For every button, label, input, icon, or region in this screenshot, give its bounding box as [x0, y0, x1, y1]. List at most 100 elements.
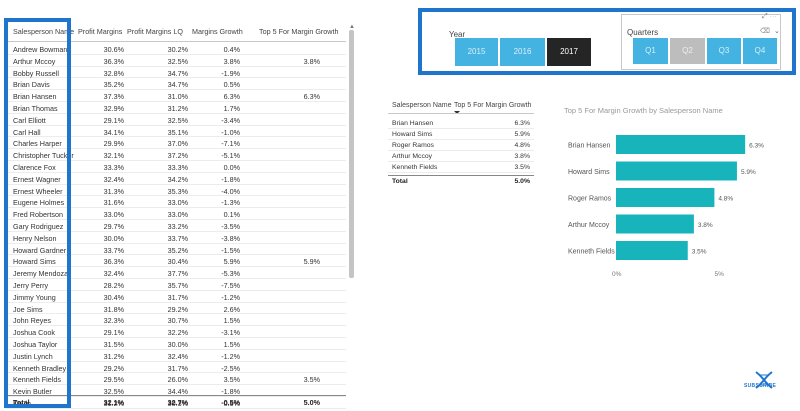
top5-table-row[interactable]: Arthur Mccoy 3.8% [388, 151, 534, 162]
top5-table: Salesperson Name Top 5 For Margin Growth… [388, 100, 534, 190]
cell-profit-margins-lq: 37.0% [167, 139, 188, 149]
cell-margins-growth: 1.5% [223, 316, 240, 326]
table-row[interactable]: Jimmy Young 30.4% 31.7% -1.2% [6, 291, 346, 303]
top5-bar-chart[interactable]: Brian Hansen 6.3% Howard Sims 5.9% Roger Ram… [560, 120, 780, 280]
year-option-2017[interactable]: 2017 [547, 38, 591, 66]
cell-profit-margins: 29.1% [103, 115, 124, 125]
table-row[interactable]: John Reyes 32.3% 30.7% 1.5% [6, 314, 346, 327]
table-row[interactable]: Howard Sims 36.3% 30.4% 5.9% 5.9% [6, 255, 346, 268]
top5-header-salesperson[interactable]: Salesperson Name [392, 102, 452, 109]
table-row[interactable]: Eugene Holmes 31.6% 33.0% -1.3% [6, 196, 346, 209]
cell-profit-margins: 36.3% [103, 56, 124, 66]
scroll-up-icon[interactable]: ▲ [349, 24, 355, 30]
table-row[interactable]: Arthur Mccoy 36.3% 32.5% 3.8% 3.8% [6, 55, 346, 67]
table-row[interactable]: Brian Thomas 32.9% 31.2% 1.7% [6, 102, 346, 114]
table-row[interactable]: Brian Davis 35.2% 34.7% 0.5% [6, 78, 346, 91]
table-row[interactable]: Justin Lynch 31.2% 32.4% -1.2% [6, 350, 346, 362]
table-row[interactable]: Jeremy Mendoza 32.4% 37.7% -5.3% [6, 267, 346, 279]
subscribe-logo-text[interactable]: SUBSCRIBE [744, 383, 777, 389]
cell-margins-growth: -2.5% [221, 363, 240, 373]
column-header-profit-margins[interactable]: Profit Margins [78, 27, 123, 36]
cell-profit-margins-lq: 33.0% [167, 198, 188, 208]
cell-profit-margins-lq: 31.2% [167, 104, 188, 113]
data-label: 5.9% [741, 169, 756, 176]
bar[interactable] [616, 214, 694, 234]
table-row[interactable]: Bobby Russell 32.8% 34.7% -1.9% [6, 67, 346, 79]
table-row[interactable]: Clarence Fox 33.3% 33.3% 0.0% [6, 161, 346, 173]
bar[interactable] [616, 188, 715, 207]
table-row[interactable]: Andrew Bowman 30.6% 30.2% 0.4% [6, 43, 346, 55]
cell-margins-growth: 5.9% [223, 257, 240, 267]
cell-margins-growth: -7.1% [221, 139, 240, 149]
table-row[interactable]: Ernest Wagner 32.4% 34.2% -1.8% [6, 173, 346, 185]
quarter-option-q2[interactable]: Q2 [670, 38, 705, 64]
table-row[interactable]: Kevin ... 31.2% 30.3% 0.9% [6, 397, 346, 409]
top5-table-row[interactable]: Kenneth Fields 3.5% [388, 162, 534, 173]
top5-table-row[interactable]: Brian Hansen 6.3% [388, 118, 534, 129]
cell-margins-growth: 1.7% [223, 104, 240, 113]
table-row[interactable]: Henry Nelson 30.0% 33.7% -3.8% [6, 232, 346, 244]
table-row[interactable]: Jerry Perry 28.2% 35.7% -7.5% [6, 279, 346, 291]
cell-profit-margins-lq: 34.7% [167, 68, 188, 78]
table-row[interactable]: Kevin Butler 32.5% 34.4% -1.8% [6, 385, 346, 397]
table-row[interactable]: Joshua Taylor 31.5% 30.0% 1.5% [6, 338, 346, 350]
column-header-margins-growth[interactable]: Margins Growth [192, 27, 243, 36]
cell-margins-growth: 0.4% [223, 45, 240, 54]
table-row[interactable]: Charles Harper 29.9% 37.0% -7.1% [6, 137, 346, 150]
quarter-option-q3[interactable]: Q3 [707, 38, 741, 64]
cell-margins-growth: -3.1% [221, 328, 240, 338]
table-row[interactable]: Howard Gardner 33.7% 35.2% -1.5% [6, 244, 346, 256]
table-row[interactable]: Gary Rodriguez 29.7% 33.2% -3.5% [6, 220, 346, 232]
cell-profit-margins: 31.5% [103, 340, 124, 349]
cell-profit-margins-lq: 30.3% [167, 399, 188, 408]
table-total-row: Total 32.1% 32.7% -0.5% 5.0% [6, 395, 346, 407]
table-row[interactable]: Fred Robertson 33.0% 33.0% 0.1% [6, 208, 346, 220]
year-option-2015[interactable]: 2015 [455, 38, 498, 66]
eraser-icon[interactable]: ⌫ [760, 28, 770, 35]
table-row[interactable]: Joshua Cook 29.1% 32.2% -3.1% [6, 326, 346, 338]
year-option-2016[interactable]: 2016 [500, 38, 545, 66]
top5-table-row[interactable]: Roger Ramos 4.8% [388, 140, 534, 151]
quarter-option-q4[interactable]: Q4 [743, 38, 777, 64]
cell-profit-margins: 32.5% [103, 387, 124, 397]
table-row[interactable]: Kenneth Fields 29.5% 26.0% 3.5% 3.5% [6, 373, 346, 386]
quarter-option-q1[interactable]: Q1 [633, 38, 668, 64]
chevron-down-icon[interactable]: ⌄ [774, 28, 780, 35]
cell-profit-margins-lq: 32.4% [167, 351, 188, 361]
table-row[interactable]: Ernest Wheeler 31.3% 35.3% -4.0% [6, 185, 346, 197]
cell-margins-growth: -3.4% [221, 115, 240, 125]
top5-table-row[interactable]: Howard Sims 5.9% [388, 129, 534, 140]
column-header-profit-margins-lq[interactable]: Profit Margins LQ [127, 27, 183, 36]
bar[interactable] [616, 161, 737, 181]
cell-profit-margins: 30.6% [103, 45, 124, 54]
table-row[interactable]: Carl Elliott 29.1% 32.5% -3.4% [6, 114, 346, 126]
cell-profit-margins-lq: 35.1% [167, 127, 188, 137]
column-header-top5[interactable]: Top 5 For Margin Growth [259, 27, 339, 36]
table-row[interactable]: Christopher Tucker 32.1% 37.2% -5.1% [6, 149, 346, 161]
cell-profit-margins: 34.1% [103, 127, 124, 137]
cell-margins-growth: 3.8% [223, 56, 240, 66]
cell-profit-margins: 32.4% [103, 174, 124, 184]
top5-header-growth[interactable]: Top 5 For Margin Growth [454, 102, 532, 109]
bar[interactable] [616, 135, 746, 154]
cell-profit-margins-lq: 31.7% [167, 292, 188, 302]
expand-more-options-icon[interactable]: ⤢ ⋯ [762, 13, 777, 20]
cell-profit-margins: 28.2% [103, 281, 124, 290]
cell-salesperson-name: Eugene Holmes [13, 198, 65, 208]
top5-total-row: Total 5.0% [388, 175, 534, 186]
quarter-slicer-title: Quarters [627, 28, 659, 37]
dna-logo-icon [755, 371, 773, 389]
cell-margins-growth: -7.5% [221, 281, 240, 290]
cell-margins-growth: 0.5% [223, 80, 240, 90]
cell-profit-margins-lq: 33.0% [167, 210, 188, 220]
cell-profit-margins-lq: 33.2% [167, 222, 188, 231]
table-row[interactable]: Kenneth Bradley 29.2% 31.7% -2.5% [6, 362, 346, 374]
table-row[interactable]: Joe Sims 31.8% 29.2% 2.6% [6, 303, 346, 315]
data-label: 6.3% [749, 143, 764, 150]
column-header-salesperson[interactable]: Salesperson Name [13, 27, 75, 36]
table-row[interactable]: Carl Hall 34.1% 35.1% -1.0% [6, 126, 346, 138]
table-row[interactable]: Brian Hansen 37.3% 31.0% 6.3% 6.3% [6, 90, 346, 102]
cell-salesperson-name: Joshua Cook [13, 328, 55, 338]
bar[interactable] [616, 241, 688, 260]
table-scrollbar[interactable] [349, 30, 354, 278]
